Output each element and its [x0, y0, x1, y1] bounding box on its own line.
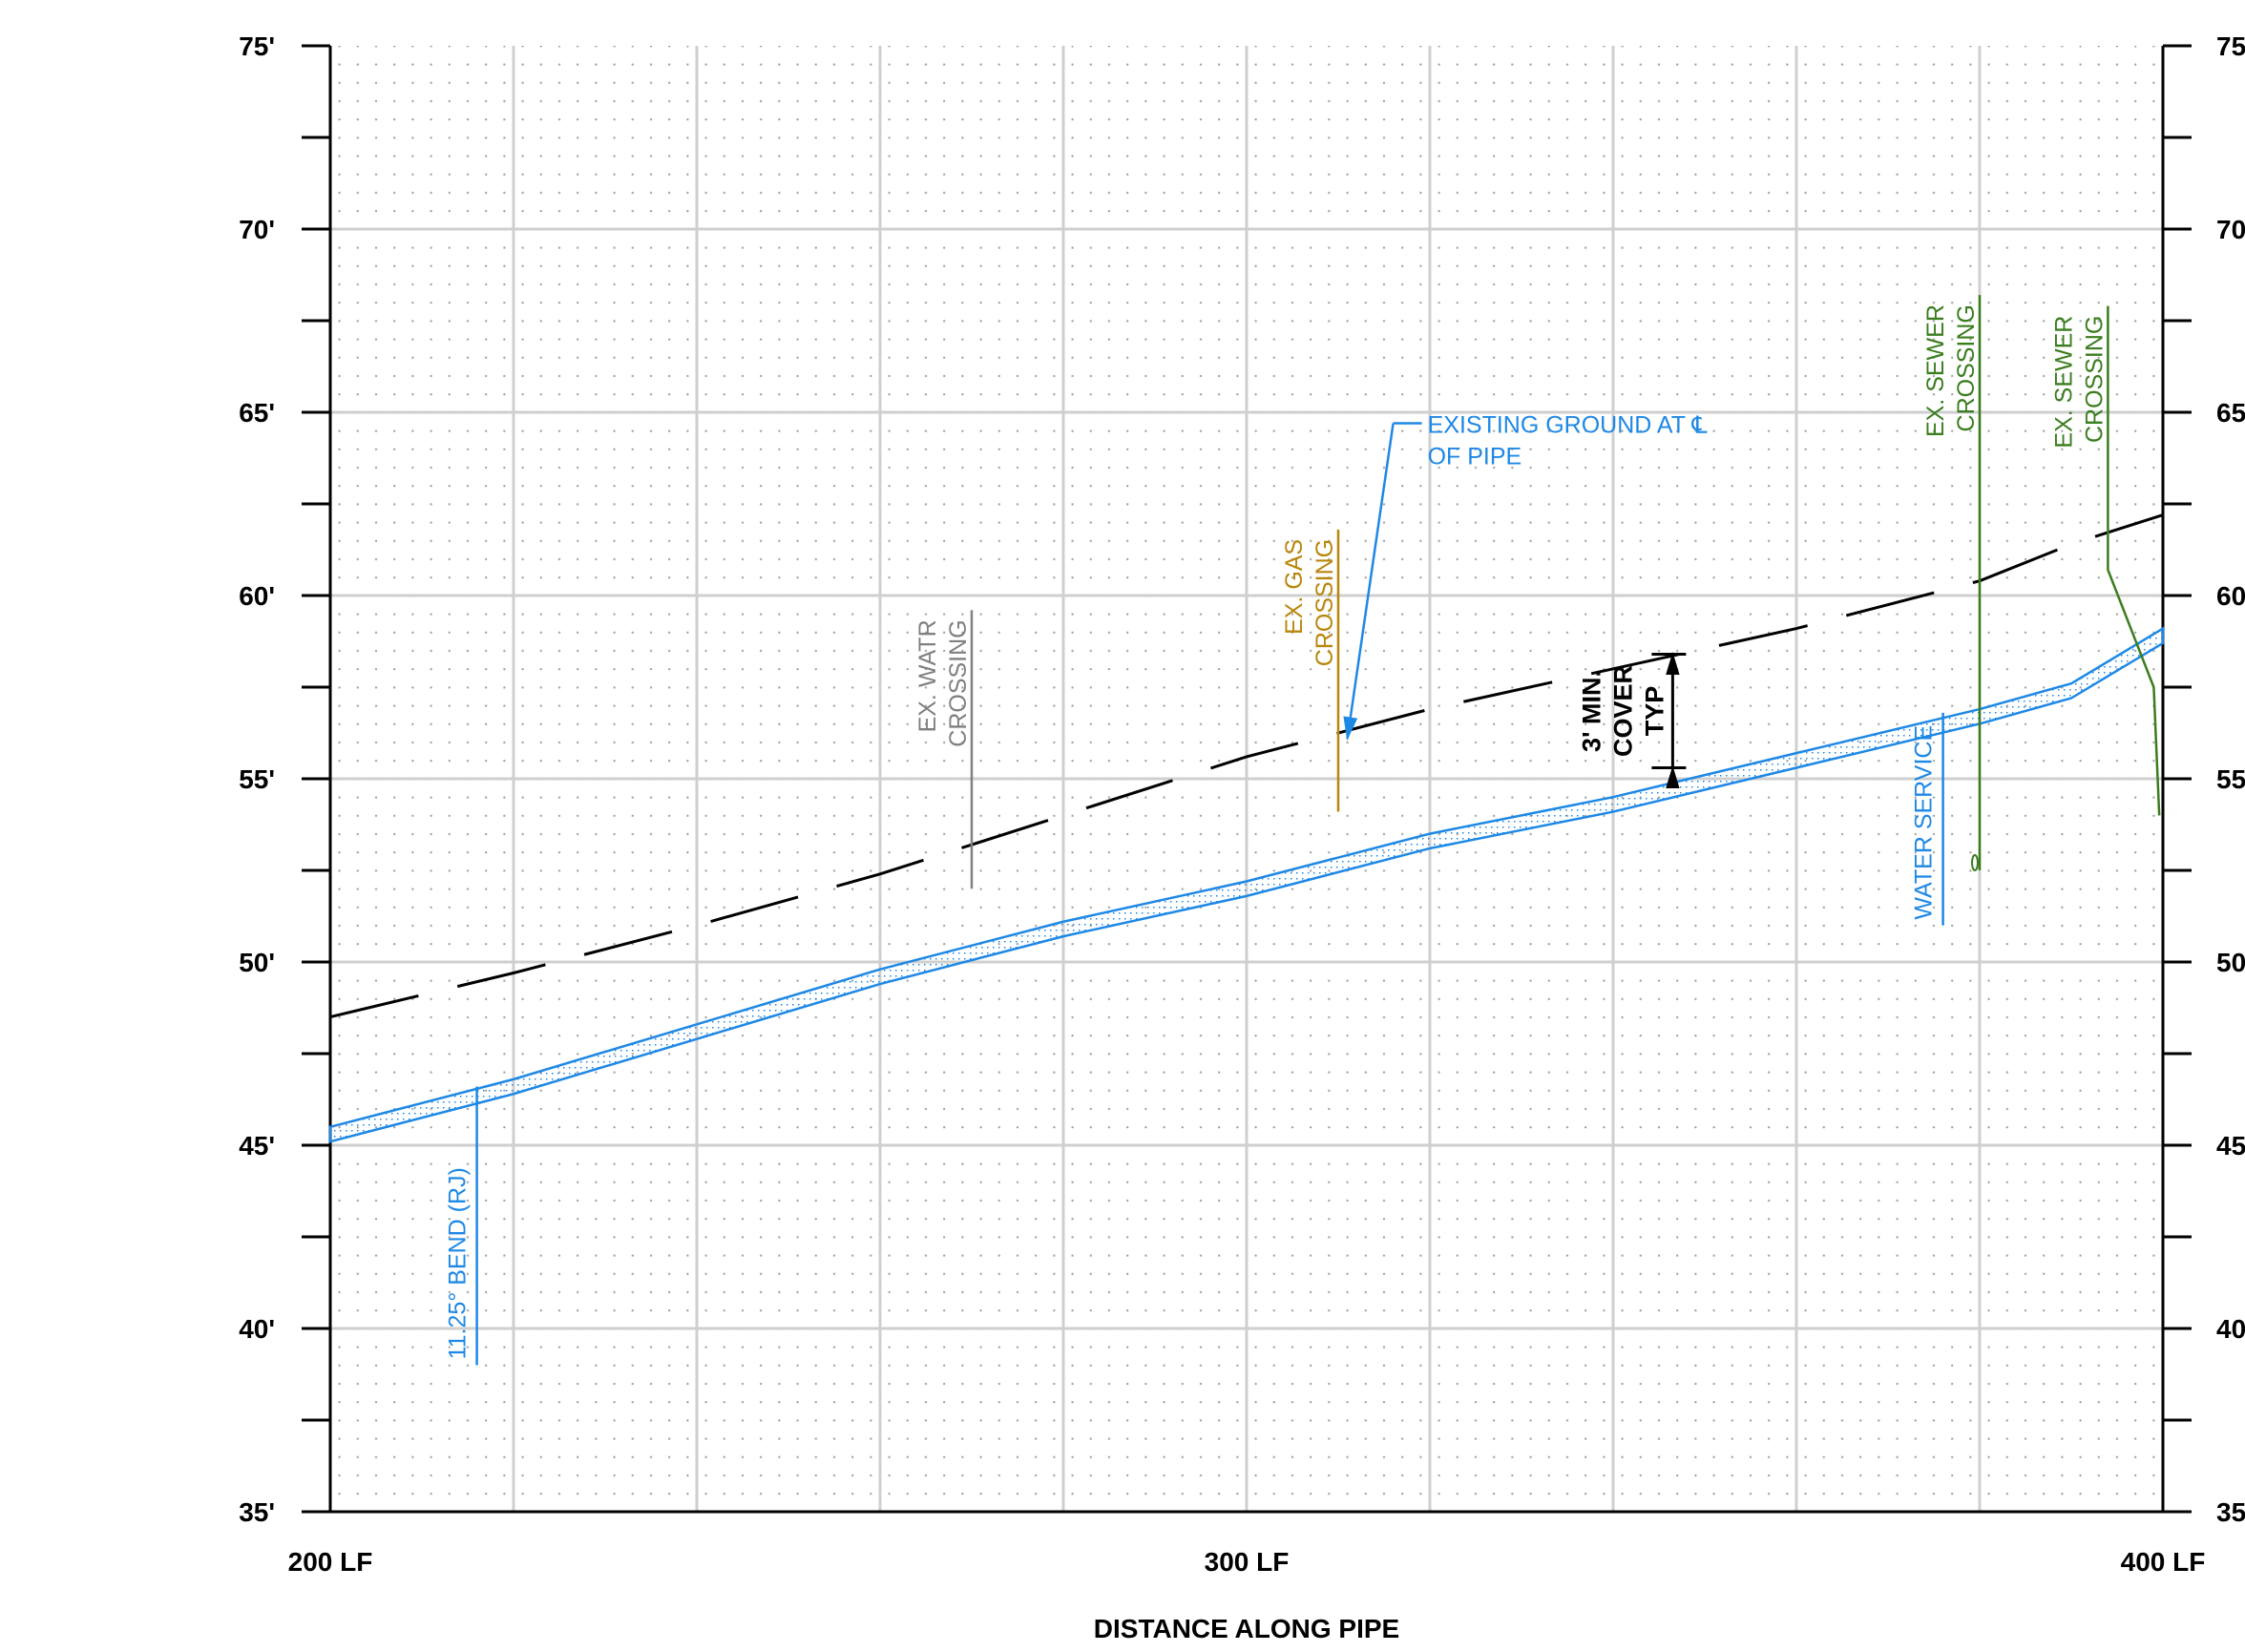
y-tick-label-left: 60' — [239, 581, 275, 611]
y-tick-label-right: 50' — [2216, 948, 2245, 977]
existing-ground-label-line: OF PIPE — [1428, 444, 1522, 471]
annotation-ex_sewer_2: EX. SEWER CROSSING — [2050, 305, 2161, 816]
y-tick-label-left: 40' — [239, 1314, 275, 1344]
x-tick-label: 200 LF — [288, 1547, 373, 1577]
proposed-pipe-band — [328, 626, 2165, 1143]
annotation-label-line-ex_gas: CROSSING — [1311, 539, 1338, 666]
annotation-label-line-ex_watr: EX. WATR — [914, 619, 941, 732]
annotation-label-line-ex_sewer_1: EX. SEWER — [1922, 304, 1949, 437]
annotation-ex_watr: EX. WATR CROSSING — [914, 610, 974, 889]
annotation-label-line-water_service: WATER SERVICE — [1911, 725, 1938, 920]
y-tick-label-left: 75' — [239, 31, 275, 61]
y-tick-label-left: 70' — [239, 215, 275, 244]
x-tick-label: 300 LF — [1205, 1547, 1290, 1577]
leader-line-ex_sewer_2 — [2107, 305, 2161, 816]
y-axis-labels-right: 35' 40' 45' 50' 55' 60' 65' 70' 75' — [2216, 31, 2245, 1527]
min-cover-label-line: TYP — [1640, 686, 1668, 737]
y-tick-label-right: 35' — [2216, 1497, 2245, 1527]
min-cover-label-line: COVER — [1608, 665, 1637, 757]
x-axis-labels: 200 LF 300 LF 400 LF — [288, 1547, 2206, 1577]
y-tick-label-right: 75' — [2216, 31, 2245, 61]
y-tick-label-left: 35' — [239, 1497, 275, 1527]
y-tick-label-right: 60' — [2216, 581, 2245, 611]
y-tick-label-left: 55' — [239, 764, 275, 794]
y-tick-label-left: 50' — [239, 948, 275, 977]
min-cover-label-line: 3' MIN. — [1577, 670, 1605, 752]
y-axis-labels-left: 35' 40' 45' 50' 55' 60' 65' 70' 75' — [239, 31, 275, 1527]
y-tick-label-right: 70' — [2216, 215, 2245, 244]
annotation-ex_sewer_1: EX. SEWER CROSSING — [1922, 295, 1982, 871]
y-tick-label-right: 40' — [2216, 1314, 2245, 1344]
annotation-label-line-ex_sewer_1: CROSSING — [1953, 304, 1980, 431]
y-tick-label-left: 45' — [239, 1131, 275, 1161]
annotation-min_cover: 3' MIN. COVER TYP — [1577, 652, 1687, 789]
annotation-existing_ground: EXISTING GROUND AT ℄ OF PIPE — [1343, 412, 1708, 742]
annotation-water_service: WATER SERVICE — [1911, 712, 1944, 926]
annotation-label-line-ex_sewer_2: EX. SEWER — [2050, 316, 2077, 449]
annotation-ex_gas: EX. GAS CROSSING — [1281, 529, 1340, 812]
y-tick-label-right: 65' — [2216, 398, 2245, 428]
y-tick-label-right: 55' — [2216, 764, 2245, 794]
annotation-label-line-ex_watr: CROSSING — [945, 619, 972, 746]
y-axis-ticks — [302, 44, 2192, 1514]
annotation-bend: 11.25° BEND (RJ) — [445, 1086, 478, 1366]
y-tick-label-left: 65' — [239, 398, 275, 428]
x-tick-label: 400 LF — [2121, 1547, 2206, 1577]
annotation-label-line-ex_sewer_2: CROSSING — [2081, 316, 2108, 443]
sewer-leader-end — [1971, 854, 1979, 871]
grid-lines — [330, 46, 2163, 1512]
annotation-label-line-bend: 11.25° BEND (RJ) — [445, 1167, 472, 1359]
y-tick-label-right: 45' — [2216, 1131, 2245, 1161]
leader-arrow — [1343, 423, 1395, 742]
existing-ground-label-line: EXISTING GROUND AT ℄ — [1428, 412, 1708, 439]
annotation-label-line-ex_gas: EX. GAS — [1281, 539, 1308, 635]
x-axis-title: DISTANCE ALONG PIPE — [1094, 1614, 1399, 1643]
